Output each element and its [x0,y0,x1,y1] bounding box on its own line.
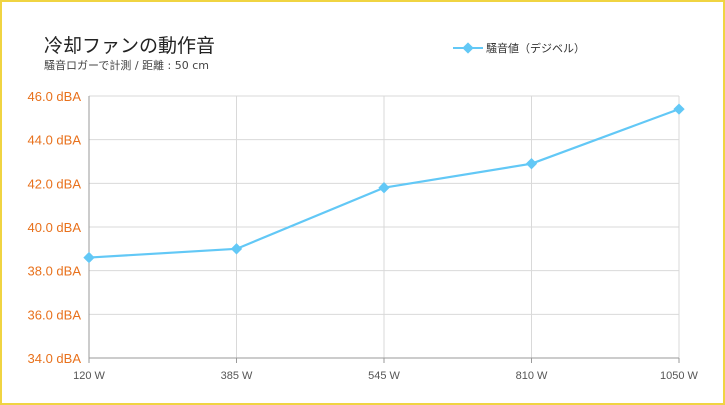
y-tick-label: 42.0 dBA [28,176,82,191]
data-point-marker [673,103,685,115]
data-point-marker [83,251,95,264]
chart-subtitle: 騒音ロガーで計測 / 距離 : 50 cm [44,58,209,72]
y-tick-label: 46.0 dBA [28,89,82,104]
data-point-marker [525,158,538,170]
y-tick-label: 36.0 dBA [28,307,82,322]
x-tick-label: 385 W [221,370,253,382]
legend: 騒音値（デジベル） [453,41,585,55]
x-tick-label: 810 W [516,370,548,382]
chart-title: 冷却ファンの動作音 [44,35,215,57]
y-axis-ticks: 46.0 dBA 44.0 dBA 42.0 dBA 40.0 dBA 38.0 dBA… [28,89,82,366]
y-tick-label: 34.0 dBA [28,351,82,366]
y-tick-label: 40.0 dBA [28,220,82,235]
data-point-marker [230,243,243,255]
grid-lines [88,95,680,363]
data-point-marker [378,182,390,194]
x-axis-ticks: 120 W 385 W 545 W 810 W 1050 W [73,370,698,382]
x-tick-label: 120 W [73,370,105,382]
y-tick-label: 38.0 dBA [28,264,82,279]
legend-marker [462,42,474,54]
legend-label: 騒音値（デジベル） [486,41,585,55]
x-tick-label: 545 W [368,370,400,382]
y-tick-label: 44.0 dBA [28,133,82,148]
x-tick-label: 1050 W [660,370,699,382]
